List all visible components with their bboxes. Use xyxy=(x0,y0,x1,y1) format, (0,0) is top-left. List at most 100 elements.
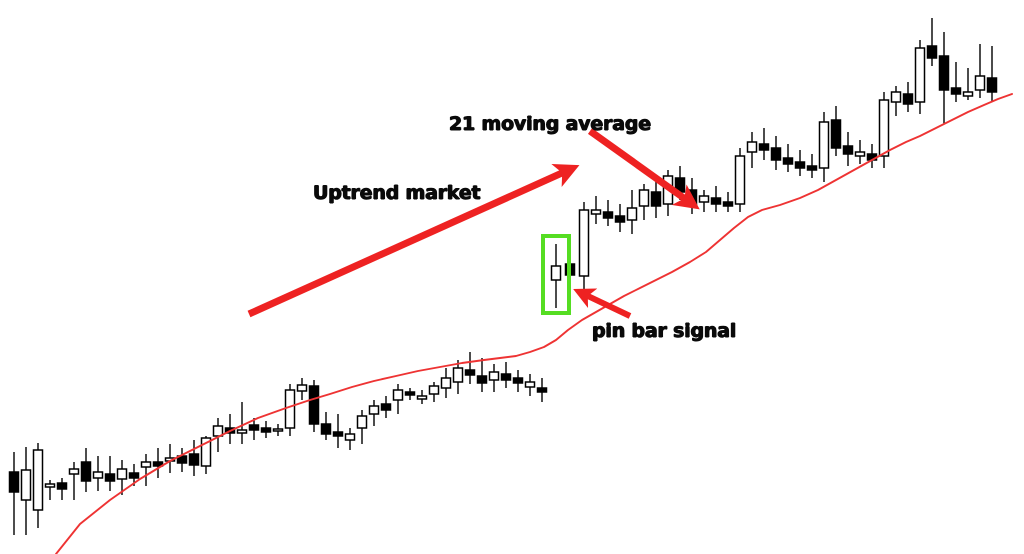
candlestick xyxy=(104,456,116,491)
candle-body-bullish xyxy=(344,433,356,441)
candle-body-bullish xyxy=(854,151,866,157)
candlestick xyxy=(938,32,950,124)
candlestick xyxy=(440,368,452,398)
candlestick xyxy=(8,452,20,535)
candlestick xyxy=(296,378,308,400)
candle-body-bearish xyxy=(476,375,488,384)
candle-body-bullish xyxy=(890,91,902,103)
candle-body-bullish xyxy=(140,461,152,468)
candlestick xyxy=(428,382,440,402)
candle-body-bearish xyxy=(104,473,116,482)
candle-body-bullish xyxy=(356,415,368,429)
candle-body-bearish xyxy=(152,461,164,467)
candle-body-bullish xyxy=(116,468,128,480)
candle-body-bearish xyxy=(758,143,770,151)
candle-body-bullish xyxy=(488,371,500,381)
candlestick xyxy=(770,136,782,170)
candle-body-bearish xyxy=(308,385,320,425)
candlestick xyxy=(248,418,260,440)
candle-body-bullish xyxy=(524,381,536,388)
candlestick xyxy=(722,192,734,212)
candlestick xyxy=(260,421,272,438)
candle-body-bullish xyxy=(44,483,56,488)
candle-body-bullish xyxy=(236,429,248,434)
candlestick xyxy=(890,86,902,116)
candlestick xyxy=(590,196,602,224)
candle-body-bearish xyxy=(614,215,626,223)
candle-body-bullish xyxy=(638,189,650,207)
candlestick xyxy=(602,200,614,226)
candlestick xyxy=(902,82,914,112)
candlestick xyxy=(974,44,986,98)
candle-body-bearish xyxy=(902,93,914,105)
candle-body-bearish xyxy=(770,147,782,161)
candlestick xyxy=(818,112,830,182)
candle-body-bearish xyxy=(128,472,140,479)
candlestick xyxy=(806,154,818,178)
candle-body-bearish xyxy=(950,87,962,95)
candlestick xyxy=(866,144,878,168)
candlestick xyxy=(308,380,320,432)
candlestick xyxy=(92,456,104,491)
candlestick xyxy=(550,244,562,308)
candle-body-bullish xyxy=(974,75,986,91)
candle-body-bullish xyxy=(914,47,926,103)
candle-body-bullish xyxy=(878,99,890,157)
candlestick xyxy=(68,462,80,500)
candlestick xyxy=(284,384,296,436)
candle-body-bullish xyxy=(368,405,380,415)
candlestick xyxy=(464,352,476,384)
candle-body-bearish xyxy=(794,161,806,169)
candle-body-bullish xyxy=(440,377,452,389)
candle-body-bullish xyxy=(296,384,308,392)
candle-body-bullish xyxy=(272,428,284,432)
candle-body-bearish xyxy=(710,197,722,205)
annotation-arrows xyxy=(247,128,700,319)
candle-body-bearish xyxy=(536,387,548,393)
candle-body-bearish xyxy=(80,461,92,482)
candle-body-bearish xyxy=(842,145,854,155)
candle-body-bearish xyxy=(782,157,794,165)
candle-body-bullish xyxy=(962,91,974,97)
candlestick xyxy=(626,190,638,234)
uptrend-arrow xyxy=(247,164,580,318)
candle-body-bearish xyxy=(56,482,68,490)
candle-body-bullish xyxy=(68,468,80,475)
candlestick xyxy=(926,18,938,66)
candlestick xyxy=(746,132,758,168)
candle-body-bullish xyxy=(428,385,440,395)
candlestick xyxy=(272,424,284,436)
candle-body-bearish xyxy=(650,191,662,207)
candle-body-bearish xyxy=(830,119,842,149)
candlestick xyxy=(842,132,854,166)
pin-bar-signal-label: pin bar signal xyxy=(592,320,737,342)
candlestick xyxy=(710,186,722,212)
candlestick xyxy=(950,62,962,102)
candlestick xyxy=(686,178,698,214)
candlestick xyxy=(476,358,488,392)
candlestick xyxy=(698,190,710,212)
pin-bar-arrow xyxy=(573,288,632,319)
candle-body-bullish xyxy=(746,141,758,153)
candle-body-bullish xyxy=(626,207,638,221)
candlestick xyxy=(320,412,332,440)
candlestick xyxy=(32,443,44,528)
candlestick xyxy=(734,148,746,212)
candle-body-bullish xyxy=(818,121,830,169)
candlestick xyxy=(152,448,164,478)
candlestick xyxy=(962,68,974,100)
candlestick xyxy=(140,454,152,486)
candlestick xyxy=(344,428,356,450)
candle-body-bearish xyxy=(260,427,272,433)
candle-body-bearish xyxy=(464,369,476,376)
candle-body-bullish xyxy=(20,469,32,501)
candle-body-bullish xyxy=(698,195,710,203)
candlestick xyxy=(500,362,512,388)
candle-body-bearish xyxy=(722,201,734,207)
candlestick xyxy=(20,447,32,535)
candle-body-bearish xyxy=(986,77,998,93)
candlestick xyxy=(854,140,866,164)
candle-body-bullish xyxy=(590,209,602,215)
candlestick xyxy=(188,440,200,476)
candle-body-bearish xyxy=(938,55,950,91)
